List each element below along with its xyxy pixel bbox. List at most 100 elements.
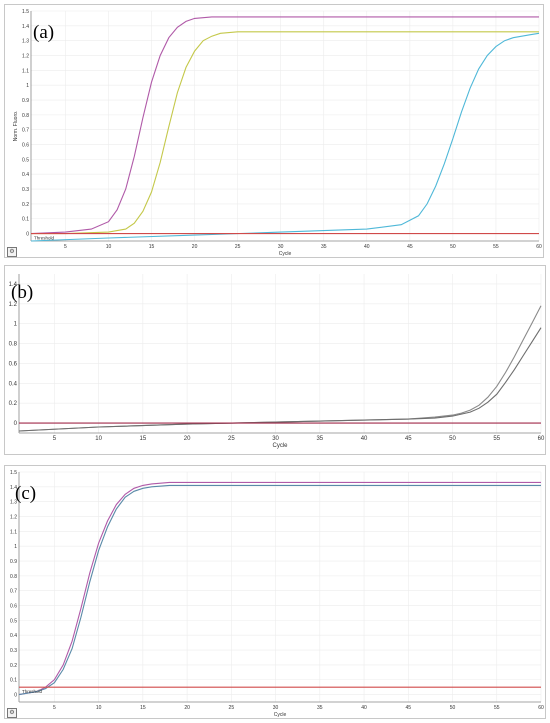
panel-label-b: (b) [11, 282, 34, 303]
x-tick-label: 25 [228, 436, 235, 442]
x-tick-label: 30 [278, 244, 284, 250]
y-tick-label: 1 [26, 83, 29, 89]
x-tick-label: 30 [272, 436, 279, 442]
y-tick-label: 0 [26, 232, 29, 238]
y-tick-label: 0.3 [22, 187, 29, 193]
y-tick-label: 1.1 [22, 68, 29, 74]
y-tick-label: 1.3 [22, 39, 29, 45]
y-tick-label: 1.5 [22, 9, 29, 15]
y-tick-label: 0.5 [22, 157, 29, 163]
y-tick-label: 0.8 [9, 342, 18, 348]
y-tick-label: 0.1 [10, 678, 17, 684]
x-tick-label: 50 [450, 705, 456, 711]
y-axis-label: Norm. Fluoro. [13, 111, 19, 142]
x-tick-label: 15 [149, 244, 155, 250]
y-tick-label: 0.3 [10, 648, 17, 654]
chart-a-plot: 5 10 15 20 25 30 35 40 45 50 55 60 0 0.1 0.2 0.3 0.4 0.5 0… [13, 9, 542, 257]
y-tick-label: 0.2 [10, 663, 17, 669]
threshold-label: Threshold [34, 236, 55, 241]
series-line-1 [31, 31, 539, 235]
series-line-0 [18, 305, 542, 432]
x-tick-label: 25 [235, 244, 241, 250]
x-tick-label: 5 [53, 436, 57, 442]
x-tick-label: 20 [184, 436, 191, 442]
y-tick-label: 1.4 [9, 282, 18, 288]
x-tick-label: 10 [106, 244, 112, 250]
y-tick-label: 0.8 [22, 113, 29, 119]
series-line-1 [18, 484, 541, 696]
x-tick-label: 5 [53, 705, 56, 711]
x-tick-label: 15 [140, 705, 146, 711]
y-axis-label: Norm. Fluoro. [5, 572, 7, 603]
y-tick-label: 1.2 [22, 54, 29, 60]
y-tick-label: 0.2 [22, 202, 29, 208]
x-tick-label: 35 [321, 244, 327, 250]
x-tick-label: 40 [361, 705, 367, 711]
x-tick-label: 55 [493, 244, 499, 250]
y-tick-label: 0.4 [9, 381, 18, 387]
x-tick-label: 25 [229, 705, 235, 711]
y-tick-label: 1.2 [9, 302, 18, 308]
x-tick-label: 50 [449, 436, 456, 442]
series-line-0 [18, 481, 541, 696]
y-tick-label: 0.4 [22, 172, 29, 178]
chart-options-icon[interactable]: ⚙ [7, 247, 17, 257]
y-tick-label: 1 [14, 322, 18, 328]
y-tick-label: 0.7 [10, 589, 17, 595]
x-tick-label: 60 [538, 436, 545, 442]
y-tick-label: 1 [14, 544, 17, 550]
series-line-0 [30, 16, 539, 235]
threshold-label: Threshold [22, 689, 43, 694]
y-tick-label: 1.4 [10, 485, 17, 491]
y-tick-label: 0.1 [22, 217, 29, 223]
x-tick-label: 45 [407, 244, 413, 250]
y-tick-label: 0.9 [22, 98, 29, 104]
x-tick-label: 30 [273, 705, 279, 711]
x-tick-label: 5 [64, 244, 67, 250]
x-tick-label: 20 [184, 705, 190, 711]
panel-label-a: (a) [33, 22, 55, 43]
chart-options-icon[interactable]: ⚙ [7, 708, 17, 718]
y-tick-label: 1.4 [22, 24, 29, 30]
y-tick-label: 0.6 [10, 604, 17, 610]
x-tick-label: 55 [493, 436, 500, 442]
y-tick-label: 0.8 [10, 574, 17, 580]
x-tick-label: 35 [317, 705, 323, 711]
x-tick-label: 45 [406, 705, 412, 711]
series-line-2 [30, 32, 540, 242]
y-tick-label: 0.9 [10, 559, 17, 565]
chart-b-plot: 5 10 15 20 25 30 35 40 45 50 55 60 0 0.2 0.4 0.6 0.8 1 1.2… [5, 274, 545, 449]
x-axis-label: Cycle [279, 251, 292, 257]
y-tick-label: 1.5 [10, 470, 17, 476]
x-axis-label: Cycle [274, 712, 287, 718]
y-tick-label: 1.1 [10, 529, 17, 535]
chart-panel-c: 5 10 15 20 25 30 35 40 45 50 55 60 0 0.1 0.2 0.3 0.4 0.5 0… [4, 465, 546, 719]
chart-panel-b: 5 10 15 20 25 30 35 40 45 50 55 60 0 0.2 0.4 0.6 0.8 1 1.2… [4, 265, 546, 455]
y-tick-label: 0 [14, 421, 18, 427]
y-tick-label: 1.2 [10, 515, 17, 521]
y-tick-label: 1.3 [10, 500, 17, 506]
x-tick-label: 60 [538, 705, 544, 711]
x-tick-label: 15 [140, 436, 147, 442]
chart-c-plot: 5 10 15 20 25 30 35 40 45 50 55 60 0 0.1 0.2 0.3 0.4 0.5 0… [5, 470, 544, 718]
y-tick-label: 0.2 [9, 401, 18, 407]
y-tick-label: 0.7 [22, 128, 29, 134]
x-tick-label: 50 [450, 244, 456, 250]
chart-panel-a: 5 10 15 20 25 30 35 40 45 50 55 60 0 0.1 0.2 0.3 0.4 0.5 0… [4, 4, 544, 258]
x-tick-label: 10 [95, 436, 102, 442]
x-axis-label: Cycle [272, 443, 288, 449]
x-tick-label: 45 [405, 436, 412, 442]
y-tick-label: 0.5 [10, 618, 17, 624]
x-tick-label: 60 [536, 244, 542, 250]
y-axis-label: Norm. Fluoro. [5, 335, 7, 372]
y-tick-label: 0.4 [10, 633, 17, 639]
y-tick-label: 0 [14, 693, 17, 699]
x-tick-label: 40 [364, 244, 370, 250]
series-line-1 [18, 327, 542, 432]
panel-label-c: (c) [15, 483, 37, 504]
x-tick-label: 40 [361, 436, 368, 442]
x-tick-label: 35 [316, 436, 323, 442]
y-tick-label: 0.6 [9, 361, 18, 367]
x-tick-label: 20 [192, 244, 198, 250]
x-tick-label: 10 [96, 705, 102, 711]
